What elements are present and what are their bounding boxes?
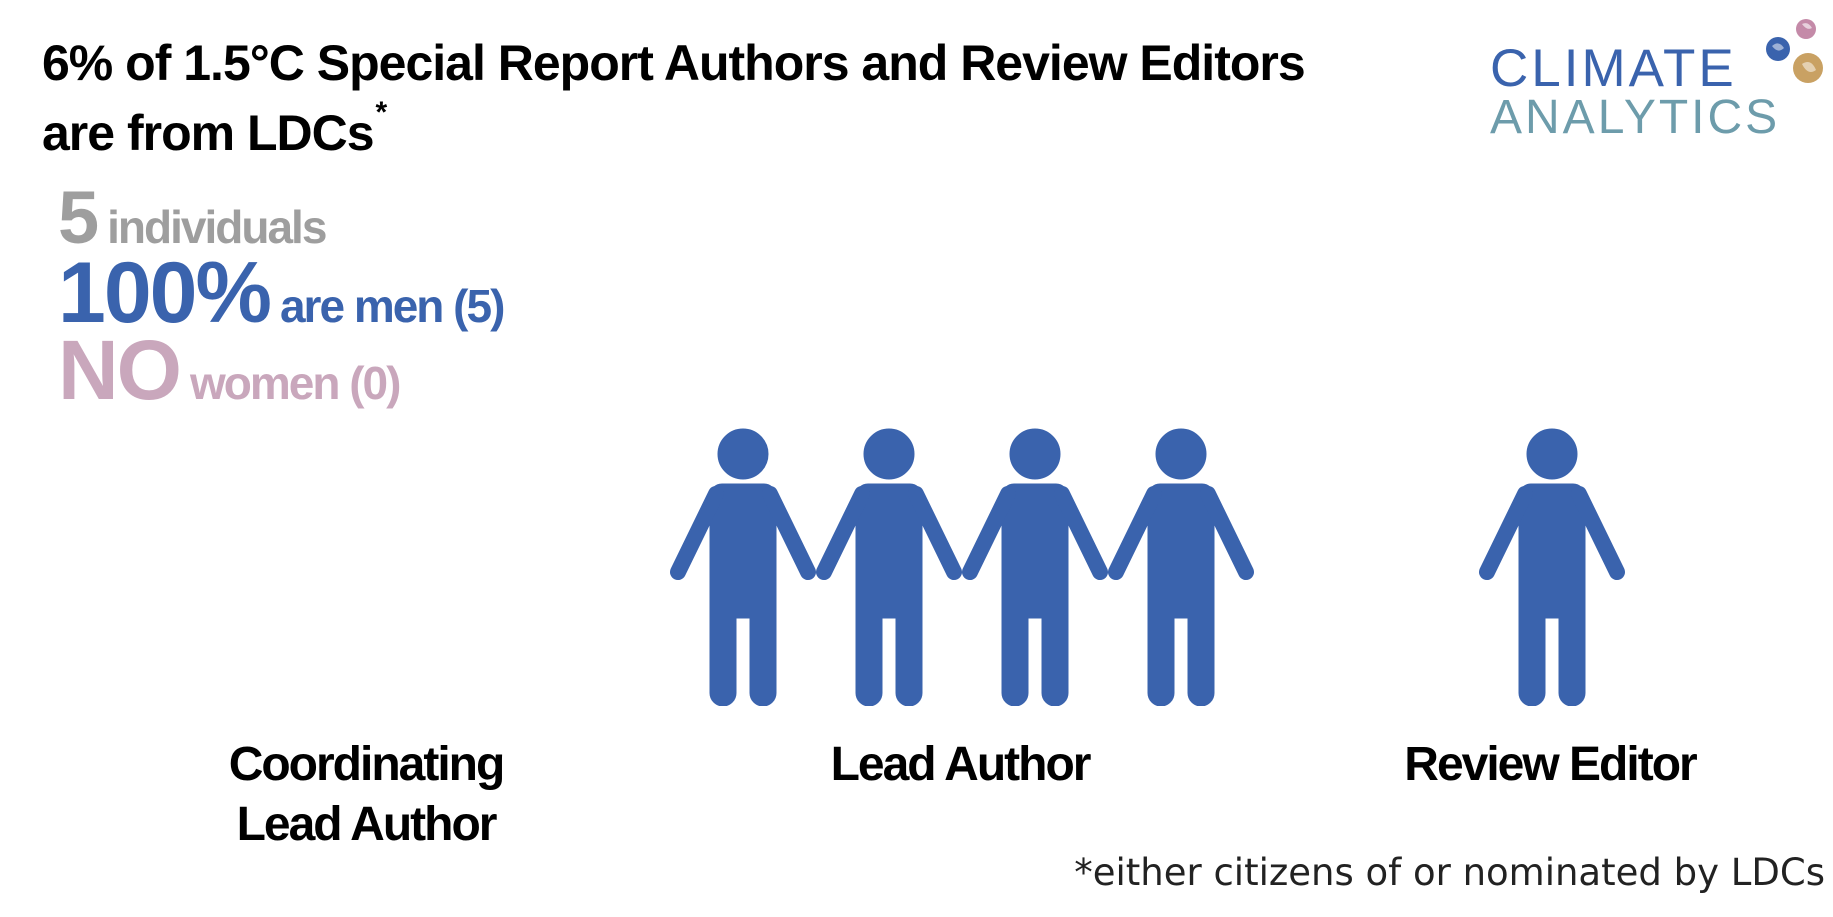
logo-word-climate: CLIMATE [1490, 39, 1737, 98]
globe-icon [1766, 19, 1823, 83]
person-icon [960, 428, 1110, 706]
stat-individuals: 5 individuals [58, 176, 327, 259]
role-label-line: Lead Author [236, 798, 498, 851]
men-percent: 100% [58, 245, 272, 341]
role-label-review-editor: Review Editor [1380, 735, 1720, 795]
role-label-lead-author: Lead Author [800, 735, 1120, 795]
person-icon [1106, 428, 1256, 706]
role-label-line: Lead Author [830, 738, 1092, 791]
footnote-marker: * [375, 96, 388, 129]
title-line-2-text: are from LDCs [42, 105, 375, 161]
title-line-2: are from LDCs* [42, 98, 1442, 168]
individuals-label: individuals [107, 201, 327, 253]
stat-women: NO women (0) [58, 328, 401, 412]
men-label: are men (5) [279, 280, 505, 332]
person-icon [1477, 428, 1627, 706]
role-label-coordinating-lead-author: Coordinating Lead Author [206, 735, 526, 855]
person-icon [668, 428, 818, 706]
footnote: *either citizens of or nominated by LDCs [1074, 851, 1825, 894]
climate-analytics-logo: CLIMATE ANALYTICS [1490, 16, 1830, 146]
individuals-count: 5 [58, 176, 99, 259]
person-icon [814, 428, 964, 706]
stat-men: 100% are men (5) [58, 250, 505, 336]
page-title: 6% of 1.5°C Special Report Authors and R… [42, 28, 1442, 168]
role-label-line: Review Editor [1404, 738, 1697, 791]
women-value: NO [58, 323, 182, 417]
role-label-line: Coordinating [228, 738, 506, 791]
title-line-1: 6% of 1.5°C Special Report Authors and R… [42, 35, 1306, 91]
logo-word-analytics: ANALYTICS [1490, 91, 1781, 144]
women-label: women (0) [190, 357, 401, 409]
